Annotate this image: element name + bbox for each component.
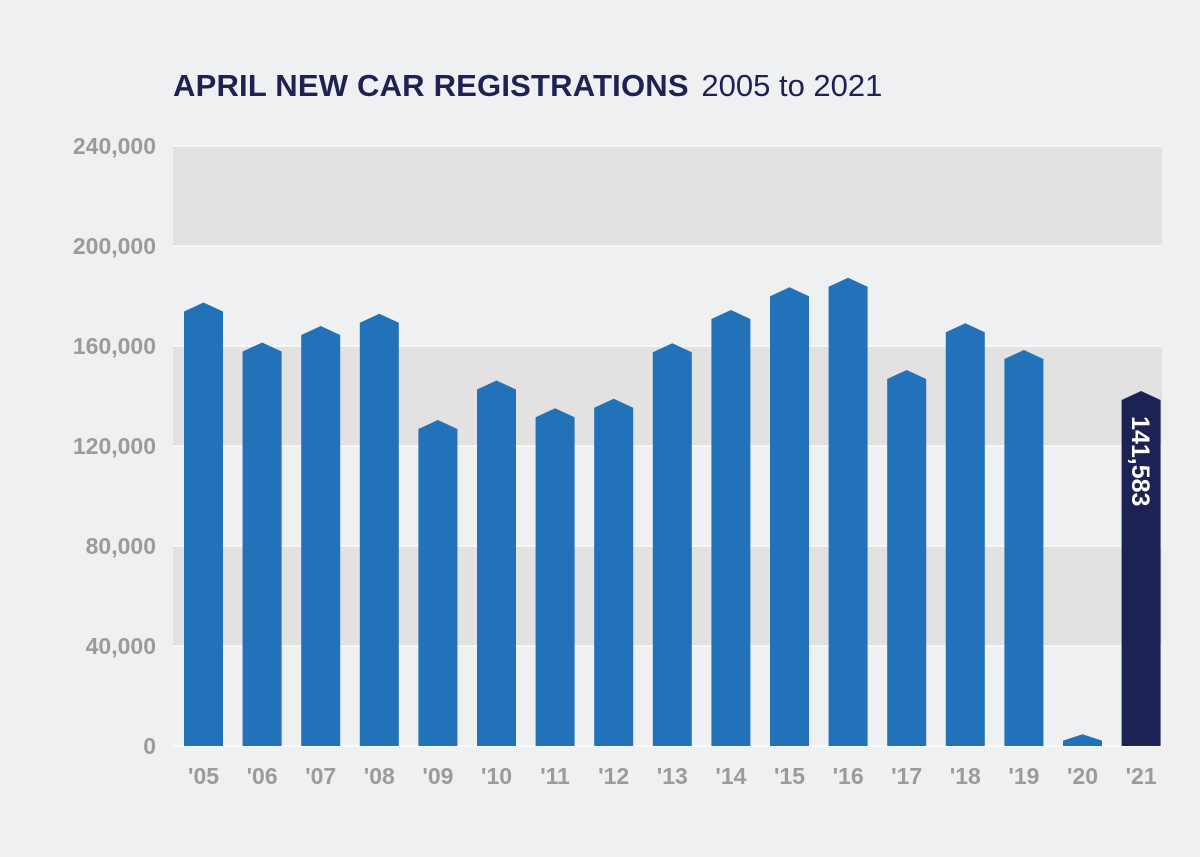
bar-05 xyxy=(184,302,223,746)
chart-title: APRIL NEW CAR REGISTRATIONS 2005 to 2021 xyxy=(173,68,882,104)
x-tick-label: '16 xyxy=(833,763,864,789)
x-tick-label: '15 xyxy=(774,763,805,789)
x-tick-label: '14 xyxy=(715,763,746,789)
x-tick-label: '09 xyxy=(422,763,453,789)
chart-title-main: APRIL NEW CAR REGISTRATIONS xyxy=(173,68,689,103)
bar-12 xyxy=(594,398,634,746)
x-tick-label: '06 xyxy=(247,763,278,789)
x-tick-label: '13 xyxy=(657,763,688,789)
bar-21 xyxy=(1121,391,1161,746)
x-tick-label: '21 xyxy=(1126,763,1157,789)
y-tick-label: 200,000 xyxy=(73,233,156,259)
x-tick-label: '18 xyxy=(950,763,981,789)
x-tick-label: '11 xyxy=(540,763,570,789)
bar-11 xyxy=(535,408,575,746)
bar-16 xyxy=(828,277,868,746)
chart-title-sub: 2005 to 2021 xyxy=(701,68,883,103)
bar-06 xyxy=(242,342,282,746)
bar-08 xyxy=(359,313,399,746)
grid-band xyxy=(173,146,1162,246)
x-tick-label: '05 xyxy=(188,763,219,789)
y-tick-label: 40,000 xyxy=(86,633,156,659)
x-tick-label: '12 xyxy=(598,763,629,789)
y-tick-label: 160,000 xyxy=(73,333,156,359)
y-tick-label: 0 xyxy=(143,733,156,759)
y-tick-label: 80,000 xyxy=(86,533,156,559)
bar-09 xyxy=(418,420,458,746)
data-label: 141,583 xyxy=(1126,416,1154,506)
bar-13 xyxy=(652,343,692,746)
y-tick-label: 240,000 xyxy=(73,133,156,159)
x-tick-label: '08 xyxy=(364,763,395,789)
bar-07 xyxy=(301,326,341,746)
x-tick-label: '07 xyxy=(305,763,336,789)
bar-19 xyxy=(1004,350,1044,746)
y-tick-label: 120,000 xyxy=(73,433,156,459)
bar-17 xyxy=(887,370,927,746)
x-tick-label: '19 xyxy=(1008,763,1039,789)
bar-14 xyxy=(711,310,751,746)
bar-15 xyxy=(770,287,809,746)
x-tick-label: '20 xyxy=(1067,763,1098,789)
bar-20 xyxy=(1063,734,1102,746)
x-tick-label: '10 xyxy=(481,763,512,789)
x-tick-label: '17 xyxy=(891,763,922,789)
bar-18 xyxy=(945,323,985,746)
bar-10 xyxy=(477,380,516,746)
